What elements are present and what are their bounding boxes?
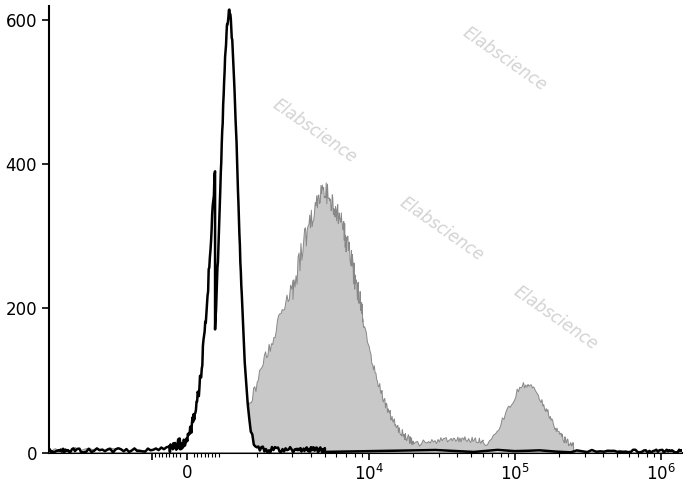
Text: Elabscience: Elabscience (460, 24, 550, 95)
Text: Elabscience: Elabscience (510, 283, 601, 354)
Text: Elabscience: Elabscience (270, 95, 361, 166)
Text: Elabscience: Elabscience (396, 194, 487, 265)
